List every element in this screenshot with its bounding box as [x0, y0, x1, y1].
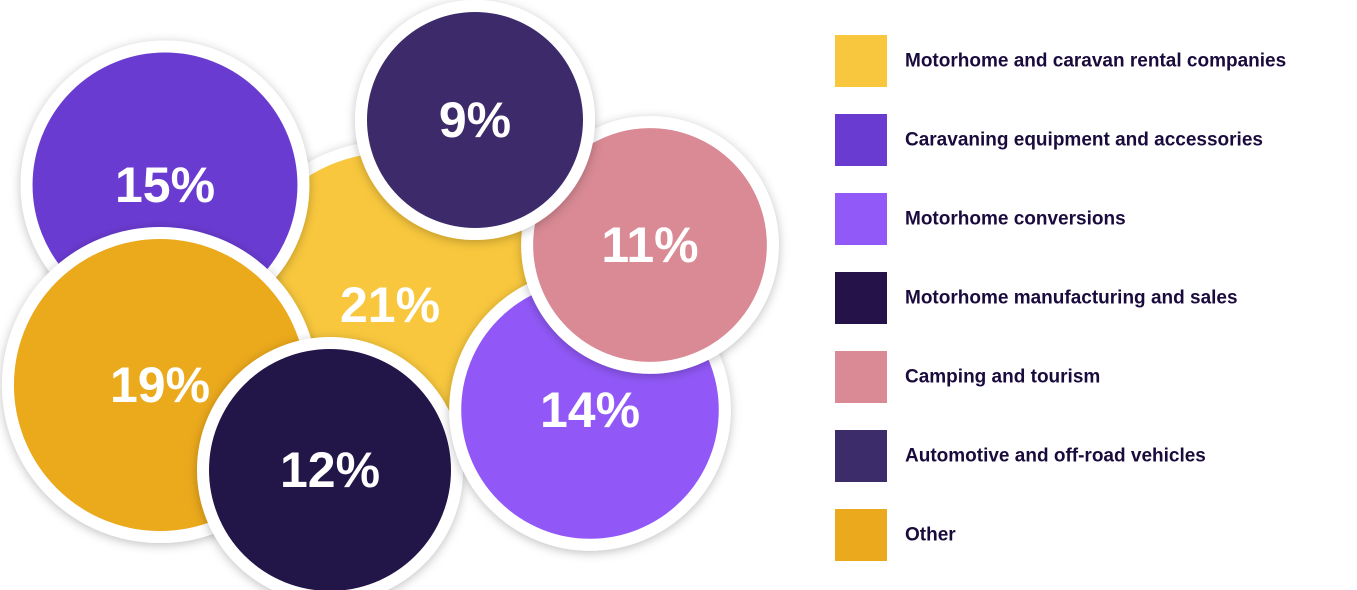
bubble-label: 15% — [115, 157, 215, 213]
bubble-label: 19% — [110, 357, 210, 413]
legend-swatch — [835, 430, 887, 482]
bubble-label: 14% — [540, 382, 640, 438]
legend-swatch — [835, 272, 887, 324]
legend-label: Motorhome manufacturing and sales — [905, 288, 1238, 309]
legend-label: Motorhome and caravan rental companies — [905, 51, 1286, 72]
legend-swatch — [835, 509, 887, 561]
bubble-label: 21% — [340, 277, 440, 333]
legend-swatch — [835, 114, 887, 166]
legend-label: Camping and tourism — [905, 367, 1100, 388]
legend-label: Motorhome conversions — [905, 209, 1126, 230]
bubble-label: 9% — [439, 92, 511, 148]
legend-swatch — [835, 193, 887, 245]
bubble — [355, 0, 595, 240]
legend-label: Automotive and off-road vehicles — [905, 446, 1206, 467]
legend-swatch — [835, 351, 887, 403]
bubble — [521, 116, 779, 374]
legend-label: Other — [905, 525, 956, 546]
bubble-label: 11% — [601, 217, 698, 273]
legend-swatch — [835, 35, 887, 87]
bubble-label: 12% — [280, 442, 380, 498]
legend-label: Caravaning equipment and accessories — [905, 130, 1263, 151]
bubble — [197, 337, 463, 590]
